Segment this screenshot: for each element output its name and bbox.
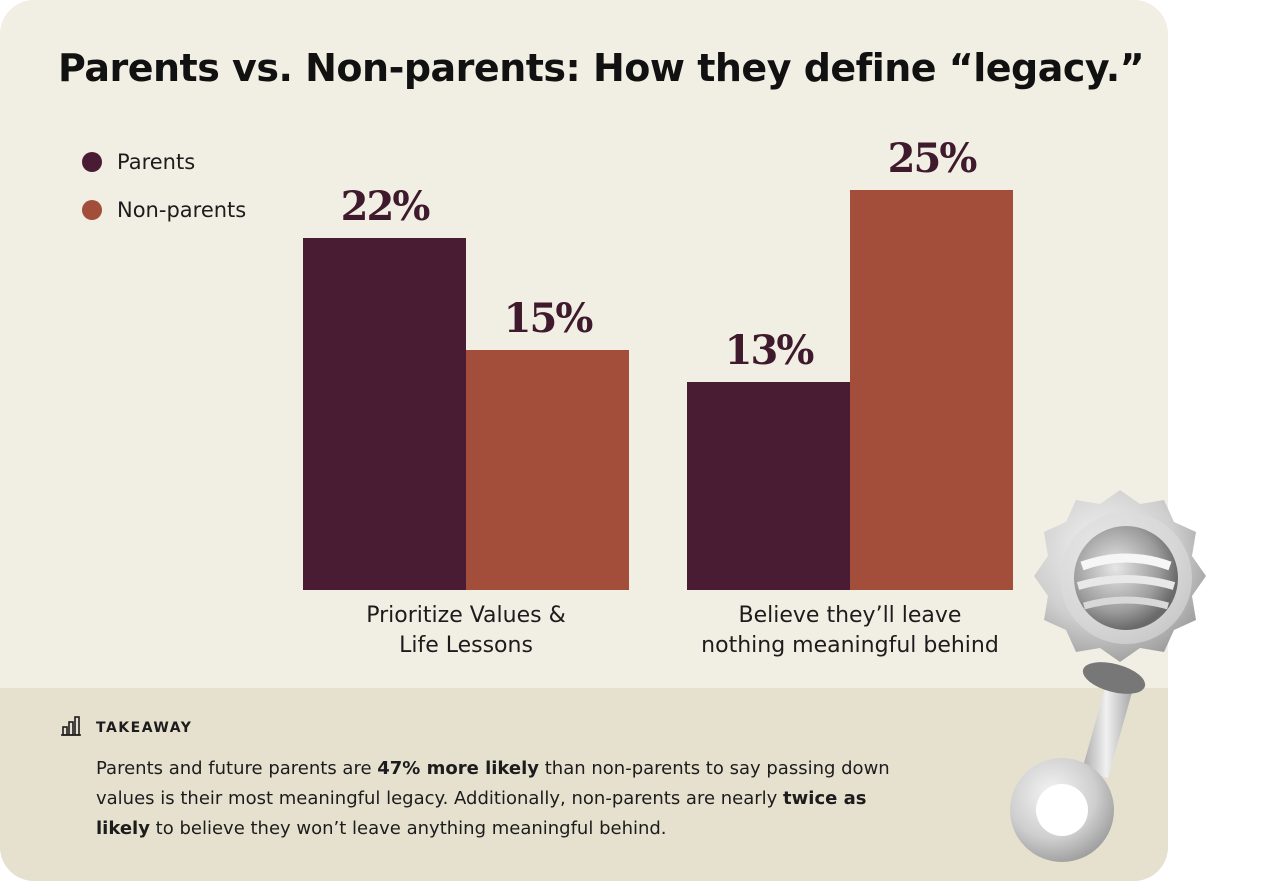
category-line: Prioritize Values &: [366, 603, 566, 628]
legend-label-parents: Parents: [117, 150, 196, 174]
bar-chart-icon: [60, 716, 82, 740]
value-label-parents-1: 13%: [725, 327, 815, 374]
takeaway-header: TAKEAWAY: [60, 716, 192, 740]
category-label-values: Prioritize Values & Life Lessons: [316, 601, 616, 661]
legend-swatch-parents: [82, 152, 102, 172]
chart-title: Parents vs. Non-parents: How they define…: [58, 46, 1145, 90]
takeaway-heading: TAKEAWAY: [96, 720, 193, 736]
legend: Parents Non-parents: [82, 150, 246, 246]
bar-non-parents-1: [850, 190, 1013, 590]
category-label-nothing-behind: Believe they’ll leave nothing meaningful…: [680, 601, 1020, 661]
chart-card: Parents vs. Non-parents: How they define…: [0, 0, 1168, 881]
takeaway-text-part: to believe they won’t leave anything mea…: [149, 818, 667, 839]
takeaway-text: Parents and future parents are 47% more …: [96, 754, 896, 844]
category-line: Life Lessons: [399, 633, 533, 658]
bar-chart: 22% 15% 13% 25%: [303, 135, 1013, 590]
value-label-non-parents-1: 25%: [888, 135, 978, 182]
category-line: nothing meaningful behind: [701, 633, 999, 658]
bar-parents-0: [303, 238, 466, 590]
bar-parents-1: [687, 382, 850, 590]
bar-non-parents-0: [466, 350, 629, 590]
legend-label-non-parents: Non-parents: [117, 198, 247, 222]
legend-swatch-non-parents: [82, 200, 102, 220]
takeaway-highlight: twice as likely: [96, 788, 867, 839]
value-label-non-parents-0: 15%: [504, 295, 594, 342]
baby-rattle-icon: [1010, 490, 1206, 862]
category-line: Believe they’ll leave: [738, 603, 962, 628]
takeaway-text-part: Parents and future parents are: [96, 758, 378, 779]
takeaway-text-part: than non-parents to say passing down val…: [96, 758, 890, 809]
legend-item-parents: Parents: [82, 150, 246, 174]
legend-item-non-parents: Non-parents: [82, 198, 246, 222]
takeaway-highlight: 47% more likely: [377, 758, 540, 779]
value-label-parents-0: 22%: [341, 183, 431, 230]
takeaway-panel: TAKEAWAY Parents and future parents are …: [0, 688, 1168, 881]
